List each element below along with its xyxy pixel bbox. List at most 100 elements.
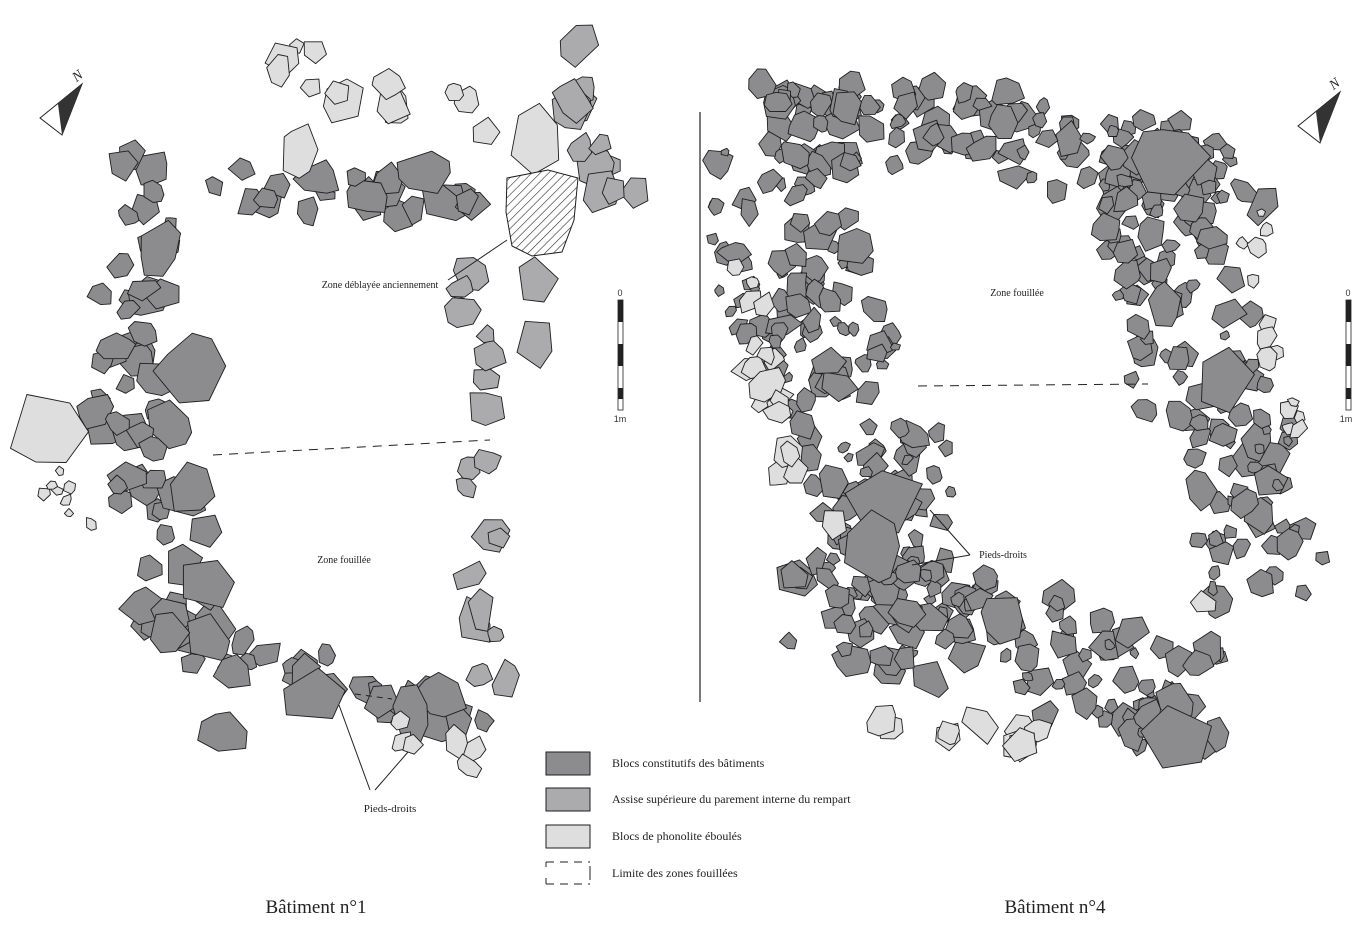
stone-block	[1259, 221, 1274, 237]
stone-block	[1071, 687, 1098, 720]
stone-block	[961, 706, 999, 745]
stone-block	[1088, 674, 1103, 689]
stone-block	[1201, 346, 1255, 414]
building-4-blocks	[702, 68, 1331, 769]
building-4-scale-zero: 0	[1345, 288, 1350, 298]
stone-block	[1219, 143, 1236, 159]
stone-block	[86, 517, 97, 531]
stone-block	[1256, 326, 1278, 350]
building-4-north-arrow: N	[1297, 75, 1344, 144]
building-1-fallen-blocks	[10, 38, 560, 779]
stone-block	[811, 346, 847, 374]
stone-block	[780, 440, 801, 468]
stone-block	[566, 132, 593, 162]
stone-block	[465, 662, 494, 687]
stone-block	[1112, 128, 1135, 149]
stone-block	[972, 97, 993, 111]
stone-block	[893, 646, 915, 670]
stone-block	[346, 179, 388, 213]
stone-block	[346, 167, 366, 187]
stone-block	[1012, 678, 1031, 696]
stone-block	[901, 454, 914, 466]
building-1-zone-top-label: Zone déblayée anciennement	[322, 280, 439, 291]
stone-block	[1246, 236, 1267, 259]
stone-block	[783, 184, 808, 207]
building-4-zone-main-label: Zone fouillée	[990, 288, 1044, 299]
stone-block	[1219, 330, 1230, 341]
stone-block	[869, 645, 894, 666]
stone-block	[227, 157, 256, 181]
building-1-zone-main-label: Zone fouillée	[317, 555, 371, 566]
building-1-leader-pieds-a	[338, 704, 371, 791]
stone-block	[804, 168, 828, 190]
stone-block	[487, 527, 511, 549]
stone-block	[1254, 443, 1265, 455]
stone-block	[1051, 679, 1066, 690]
stone-block	[324, 80, 350, 105]
stone-block	[149, 612, 191, 654]
stone-block	[706, 232, 719, 246]
stone-block	[945, 485, 957, 498]
stone-block	[818, 464, 849, 499]
stone-block	[180, 650, 206, 674]
legend-label-medium: Assise supérieure du parement interne du…	[612, 792, 851, 806]
stone-block	[839, 152, 862, 172]
stone-block	[866, 343, 888, 363]
stone-block	[299, 78, 321, 98]
stone-block	[1211, 298, 1248, 329]
stone-block	[1208, 529, 1224, 547]
building-1-top-wall	[205, 150, 492, 233]
stone-block	[837, 441, 851, 454]
stone-block	[934, 628, 955, 650]
stone-block	[1183, 448, 1207, 469]
stone-block	[283, 667, 346, 719]
stone-block	[950, 591, 965, 608]
stone-block	[205, 176, 224, 197]
stone-block	[926, 465, 943, 485]
stone-block	[1107, 125, 1120, 137]
stone-block	[1208, 541, 1235, 566]
stone-block	[491, 658, 520, 698]
stone-block	[1000, 647, 1012, 663]
stone-block	[702, 149, 734, 180]
stone-block	[143, 179, 165, 203]
stone-block	[937, 439, 953, 458]
stone-block	[753, 291, 775, 317]
legend-label-dashed: Limite des zones fouillées	[612, 866, 738, 880]
stone-block	[516, 320, 553, 369]
stone-block	[912, 661, 949, 698]
stone-block	[1026, 667, 1055, 696]
stone-block	[1223, 524, 1238, 539]
building-4-scale-bar: 0 1m	[1340, 288, 1353, 424]
stone-block	[189, 514, 223, 548]
stone-block	[551, 78, 594, 124]
stone-block	[745, 335, 764, 356]
stone-block	[1216, 265, 1246, 294]
stone-block	[1276, 528, 1304, 561]
stone-block	[371, 68, 406, 101]
stone-block	[1256, 208, 1266, 217]
building-1-right-rampart	[444, 24, 649, 698]
building-1-scale-bar: 0 1m	[614, 288, 627, 424]
stone-block	[780, 141, 810, 170]
stone-block	[803, 473, 827, 498]
stone-block	[1022, 672, 1034, 682]
stone-block	[390, 710, 411, 731]
stone-block	[296, 196, 319, 227]
legend-swatch-light	[545, 824, 591, 849]
building-1-scale-zero: 0	[617, 288, 622, 298]
stone-block	[714, 284, 725, 297]
stone-block	[1137, 216, 1165, 252]
stone-block	[837, 228, 874, 264]
stone-block	[1272, 478, 1285, 492]
stone-block	[1246, 568, 1274, 598]
stone-block	[126, 280, 162, 302]
stone-block	[1131, 129, 1212, 196]
stone-block	[1150, 257, 1172, 284]
stone-block	[487, 625, 505, 643]
stone-block	[756, 346, 775, 366]
stone-block	[858, 115, 885, 143]
stone-block	[473, 338, 507, 372]
stone-block	[152, 332, 227, 404]
